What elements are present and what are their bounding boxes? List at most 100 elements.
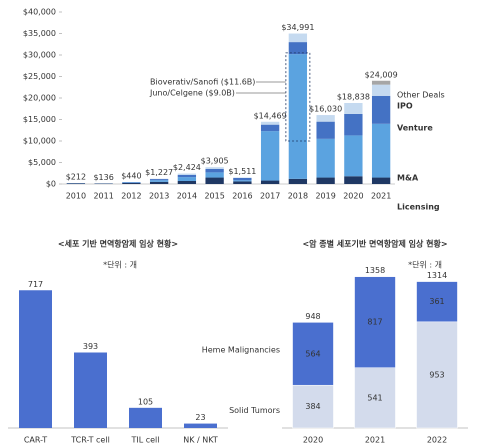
x-tick-label: 2014 — [177, 192, 197, 201]
data-label: 105 — [138, 397, 153, 406]
bar-segment — [288, 54, 308, 179]
bar-segment — [122, 182, 141, 184]
bar-segment — [292, 322, 334, 386]
bar-segment — [371, 84, 391, 96]
data-label: 717 — [28, 280, 43, 289]
legend-label: Venture — [397, 124, 433, 133]
bar-segment — [371, 80, 391, 85]
total-label: $440 — [121, 172, 141, 181]
x-tick-label: 2010 — [66, 192, 86, 201]
annotation: Juno/Celgene ($9.0B) — [149, 89, 235, 98]
total-label: $1,511 — [228, 167, 256, 176]
bar-segment — [288, 178, 308, 184]
bar-segment — [344, 113, 363, 136]
y-tick-label: $0 — [46, 180, 56, 189]
bar-segment — [233, 177, 252, 181]
total-label: $212 — [66, 173, 86, 182]
y-tick-label: $10,000 — [23, 137, 56, 146]
data-label: 23 — [195, 413, 205, 422]
total-label: $3,905 — [201, 157, 229, 166]
bar-segment — [205, 167, 224, 169]
bar-segment — [177, 177, 197, 181]
bar-segment — [205, 177, 224, 184]
total-label: $34,991 — [281, 23, 314, 32]
x-tick-label: 2015 — [204, 192, 224, 201]
legend-label: Solid Tumors — [229, 406, 280, 415]
bar-segment — [233, 181, 252, 184]
y-tick-label: $30,000 — [23, 51, 56, 60]
bar-segment — [371, 95, 391, 124]
bar-segment — [260, 121, 280, 125]
bar-segment — [260, 131, 280, 181]
bar-segment — [344, 135, 363, 177]
y-tick-label: $35,000 — [23, 29, 56, 38]
data-label: 817 — [367, 318, 382, 327]
bar-segment — [316, 121, 335, 139]
data-label: 393 — [83, 342, 98, 351]
bar-segment — [205, 172, 224, 178]
bar-segment — [344, 176, 363, 184]
x-tick-label: CAR-T — [24, 436, 47, 445]
total-label: 1314 — [427, 271, 447, 280]
x-tick-label: 2017 — [260, 192, 280, 201]
x-tick-label: NK / NKT — [183, 436, 218, 445]
x-tick-label: 2011 — [93, 192, 113, 201]
bar-segment — [66, 183, 86, 184]
bar-segment — [371, 177, 391, 184]
bar-segment — [205, 168, 224, 173]
bar-segment — [416, 321, 458, 429]
bar-segment — [260, 124, 280, 132]
x-tick-label: 2022 — [427, 436, 447, 445]
bar-segment — [344, 102, 363, 114]
y-tick-label: $25,000 — [23, 72, 56, 81]
legend-label: IPO — [397, 102, 413, 111]
total-label: $16,030 — [309, 105, 342, 114]
total-label: $1,227 — [145, 168, 173, 177]
highlight-box — [285, 52, 311, 142]
legend-label: Licensing — [397, 203, 440, 212]
data-label: 564 — [305, 349, 320, 358]
bar-segment — [288, 42, 308, 55]
data-label: 384 — [305, 402, 320, 411]
bar-segment — [149, 180, 169, 182]
bar — [184, 423, 217, 428]
bar-segment — [288, 33, 308, 43]
bar-segment — [354, 276, 396, 368]
bar-segment — [177, 173, 197, 175]
y-tick-label: $15,000 — [23, 115, 56, 124]
chart-title: <암 종별 세포기반 면역항암제 임상 현황> — [302, 239, 447, 249]
annotation: Bioverativ/Sanofi ($11.6B) — [150, 78, 255, 87]
x-tick-label: 2013 — [149, 192, 169, 201]
x-tick-label: 2020 — [343, 192, 363, 201]
x-tick-label: TIL cell — [130, 436, 159, 445]
data-label: 361 — [429, 297, 444, 306]
x-tick-label: 2019 — [315, 192, 335, 201]
bar-segment — [149, 179, 169, 181]
bar-segment — [260, 180, 280, 184]
legend-label: Heme Malignancies — [202, 345, 280, 354]
data-label: 541 — [367, 393, 382, 402]
bar-segment — [416, 281, 458, 323]
y-tick-label: $40,000 — [23, 8, 56, 17]
x-tick-label: 2021 — [365, 436, 385, 445]
bar-segment — [177, 180, 197, 184]
x-tick-label: 2016 — [232, 192, 252, 201]
data-label: 953 — [429, 370, 444, 379]
bar-segment — [316, 115, 335, 122]
bar-segment — [316, 177, 335, 184]
unit-note: *단위 : 개 — [408, 260, 442, 270]
y-tick-label: $20,000 — [23, 94, 56, 103]
chart-title: <세포 기반 면역항암제 임상 현황> — [58, 239, 178, 249]
x-tick-label: 2021 — [371, 192, 391, 201]
bar — [74, 352, 107, 428]
total-label: $18,838 — [337, 92, 370, 101]
x-tick-label: 2018 — [288, 192, 308, 201]
bar-segment — [371, 123, 391, 178]
bar-segment — [292, 384, 334, 429]
bar-segment — [149, 181, 169, 184]
x-tick-label: 2012 — [121, 192, 141, 201]
bar-segment — [177, 174, 197, 178]
legend-label: M&A — [397, 174, 419, 183]
total-label: $136 — [93, 173, 113, 182]
